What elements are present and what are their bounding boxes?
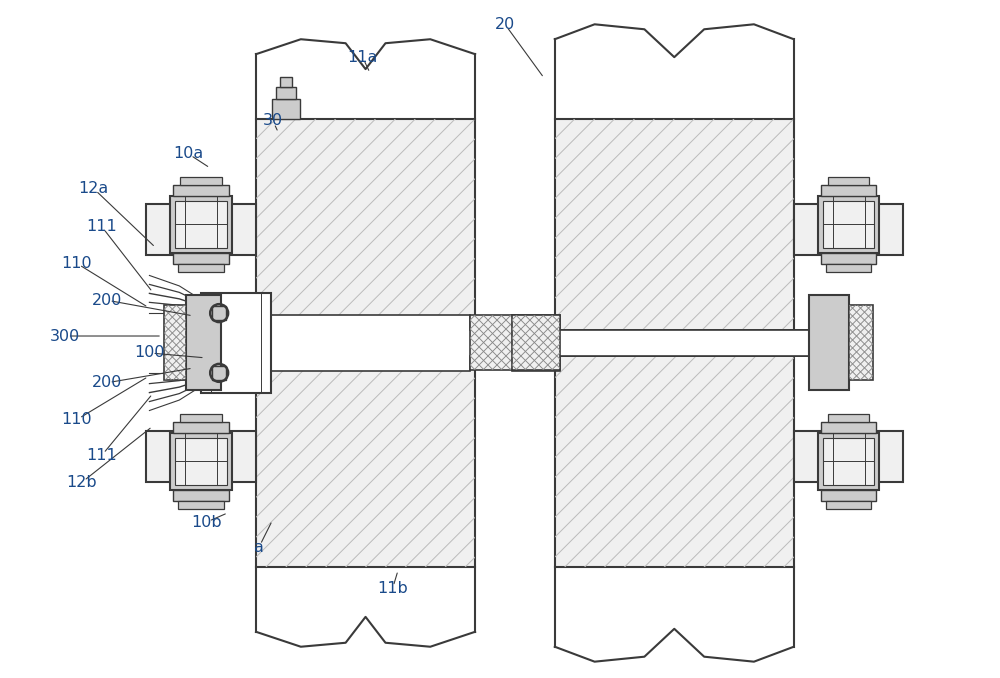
Bar xyxy=(164,305,186,380)
Bar xyxy=(512,315,560,370)
Bar xyxy=(470,315,518,370)
Bar xyxy=(470,315,518,370)
Text: 12b: 12b xyxy=(66,475,97,490)
Bar xyxy=(849,305,873,380)
Bar xyxy=(175,437,227,485)
Text: a: a xyxy=(254,540,264,555)
Bar xyxy=(828,177,869,184)
Bar xyxy=(180,177,222,184)
Polygon shape xyxy=(256,119,475,567)
Bar xyxy=(818,195,879,254)
Bar xyxy=(170,195,232,254)
Bar xyxy=(180,414,222,422)
Bar xyxy=(821,184,876,195)
Bar xyxy=(826,501,871,509)
Bar xyxy=(175,201,227,248)
Bar xyxy=(818,433,879,490)
Text: 10a: 10a xyxy=(173,146,203,161)
Bar xyxy=(512,315,560,370)
Bar xyxy=(164,305,186,380)
Text: 11b: 11b xyxy=(377,582,408,597)
Bar xyxy=(470,315,518,370)
Text: 100: 100 xyxy=(134,346,165,361)
Bar xyxy=(164,305,186,380)
Bar xyxy=(849,305,873,380)
Polygon shape xyxy=(555,119,794,567)
Bar xyxy=(164,305,186,380)
Bar xyxy=(512,315,560,370)
Bar xyxy=(164,305,186,380)
Polygon shape xyxy=(555,119,794,567)
Text: 200: 200 xyxy=(91,293,122,308)
Bar xyxy=(173,490,229,501)
Bar xyxy=(146,431,256,483)
Bar xyxy=(280,77,292,87)
Bar xyxy=(146,203,256,256)
Bar xyxy=(849,305,873,380)
Bar xyxy=(178,264,224,273)
Text: 200: 200 xyxy=(91,376,122,391)
Bar xyxy=(826,264,871,273)
Text: 12a: 12a xyxy=(79,181,109,196)
Bar xyxy=(823,201,874,248)
Text: 111: 111 xyxy=(86,219,117,234)
Bar xyxy=(823,437,874,485)
Bar xyxy=(821,254,876,264)
Text: 111: 111 xyxy=(86,448,117,463)
Bar xyxy=(201,293,271,393)
Text: 110: 110 xyxy=(61,256,92,271)
Bar xyxy=(794,431,903,483)
Text: 110: 110 xyxy=(61,412,92,427)
Text: 10b: 10b xyxy=(191,515,222,530)
Bar xyxy=(470,315,518,370)
Bar xyxy=(276,87,296,99)
Bar xyxy=(512,315,560,370)
Bar xyxy=(212,366,226,380)
Bar xyxy=(178,501,224,509)
Bar xyxy=(186,295,221,390)
Bar xyxy=(170,433,232,490)
Text: 30: 30 xyxy=(263,113,283,128)
Polygon shape xyxy=(271,315,518,371)
Bar xyxy=(828,414,869,422)
Polygon shape xyxy=(512,315,849,371)
Bar xyxy=(809,295,849,390)
Bar xyxy=(794,203,903,256)
Bar xyxy=(272,99,300,119)
Polygon shape xyxy=(256,119,475,567)
Bar xyxy=(212,306,226,320)
Bar xyxy=(821,422,876,433)
Bar xyxy=(173,184,229,195)
Bar xyxy=(470,315,518,370)
Text: 11a: 11a xyxy=(347,49,378,64)
Bar xyxy=(821,490,876,501)
Text: 300: 300 xyxy=(50,329,80,344)
Bar xyxy=(173,254,229,264)
Bar xyxy=(849,305,873,380)
Text: 20: 20 xyxy=(495,17,515,32)
Bar xyxy=(849,305,873,380)
Bar xyxy=(512,315,560,370)
Bar xyxy=(173,422,229,433)
